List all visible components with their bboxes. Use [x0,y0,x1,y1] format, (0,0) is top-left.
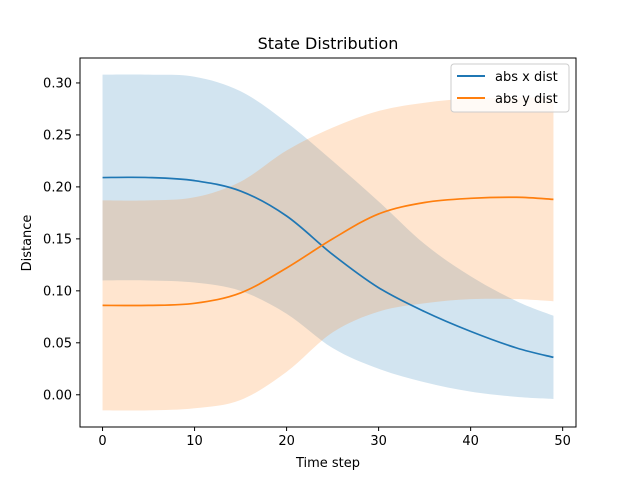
band-abs-y-dist [102,97,554,411]
y-tick-label: 0.00 [43,388,72,403]
x-axis: 0 10 20 30 40 50 [98,427,571,449]
x-tick-label: 40 [462,434,479,449]
y-tick-label: 0.10 [43,284,72,299]
band-abs-x-dist [102,74,554,399]
chart-title: State Distribution [258,34,399,53]
y-axis-label: Distance [20,215,35,272]
x-tick-label: 0 [98,434,106,449]
y-tick-label: 0.05 [43,336,72,351]
y-tick-label: 0.15 [43,232,72,247]
x-tick-label: 20 [278,434,295,449]
plot-frame [79,57,577,428]
legend-label-abs-y-dist: abs y dist [495,92,558,107]
legend-label-abs-x-dist: abs x dist [495,70,558,85]
y-tick-label: 0.30 [43,76,72,91]
line-abs-y-dist [102,196,554,307]
y-tick-label: 0.25 [43,128,72,143]
line-abs-x-dist [102,176,554,359]
x-tick-label: 30 [370,434,387,449]
confidence-bands [102,74,554,411]
series-lines [102,176,554,359]
x-tick-label: 50 [554,434,571,449]
y-tick-label: 0.20 [43,180,72,195]
x-axis-label: Time step [295,456,360,471]
legend: abs x dist abs y dist [450,63,570,113]
y-axis: 0.00 0.05 0.10 0.15 0.20 0.25 0.30 [43,76,80,403]
x-tick-label: 10 [186,434,203,449]
